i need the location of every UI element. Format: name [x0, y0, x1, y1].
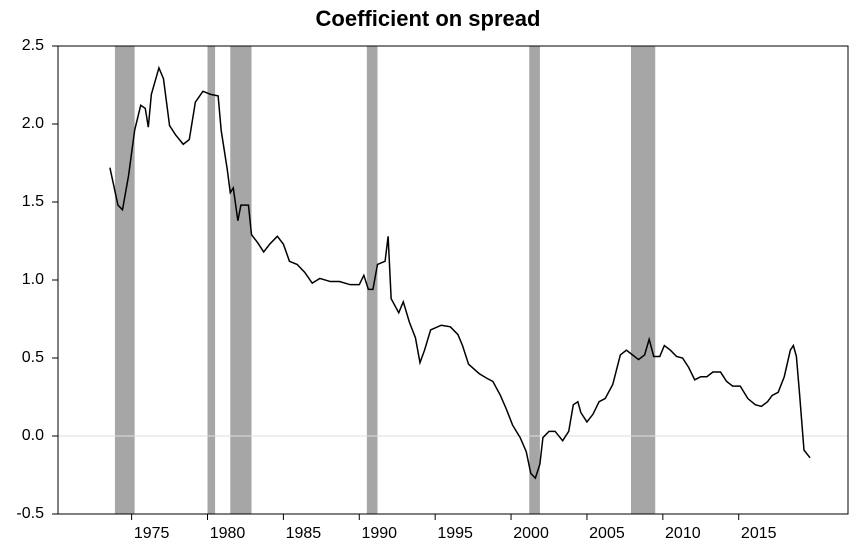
x-tick-label: 2010: [665, 525, 701, 542]
x-tick-label: 1980: [210, 525, 246, 542]
x-tick-label: 2000: [513, 525, 549, 542]
x-tick-label: 1985: [286, 525, 322, 542]
y-tick-label: -0.5: [16, 505, 44, 522]
x-tick-label: 2005: [589, 525, 625, 542]
y-tick-label: 1.5: [22, 193, 44, 210]
chart-title: Coefficient on spread: [316, 6, 541, 31]
recession-band: [230, 46, 252, 514]
recession-band: [207, 46, 216, 514]
recession-band: [366, 46, 378, 514]
recession-band: [114, 46, 135, 514]
y-tick-label: 2.0: [22, 115, 44, 132]
x-tick-label: 2015: [741, 525, 777, 542]
y-tick-label: 0.5: [22, 349, 44, 366]
y-tick-label: 1.0: [22, 271, 44, 288]
x-tick-label: 1990: [361, 525, 397, 542]
y-tick-label: 0.0: [22, 427, 44, 444]
x-tick-label: 1975: [134, 525, 170, 542]
recession-band: [529, 46, 540, 514]
recession-band: [630, 46, 656, 514]
y-tick-label: 2.5: [22, 37, 44, 54]
x-tick-label: 1995: [437, 525, 473, 542]
plot-frame: [57, 45, 849, 515]
data-line: [109, 65, 811, 480]
